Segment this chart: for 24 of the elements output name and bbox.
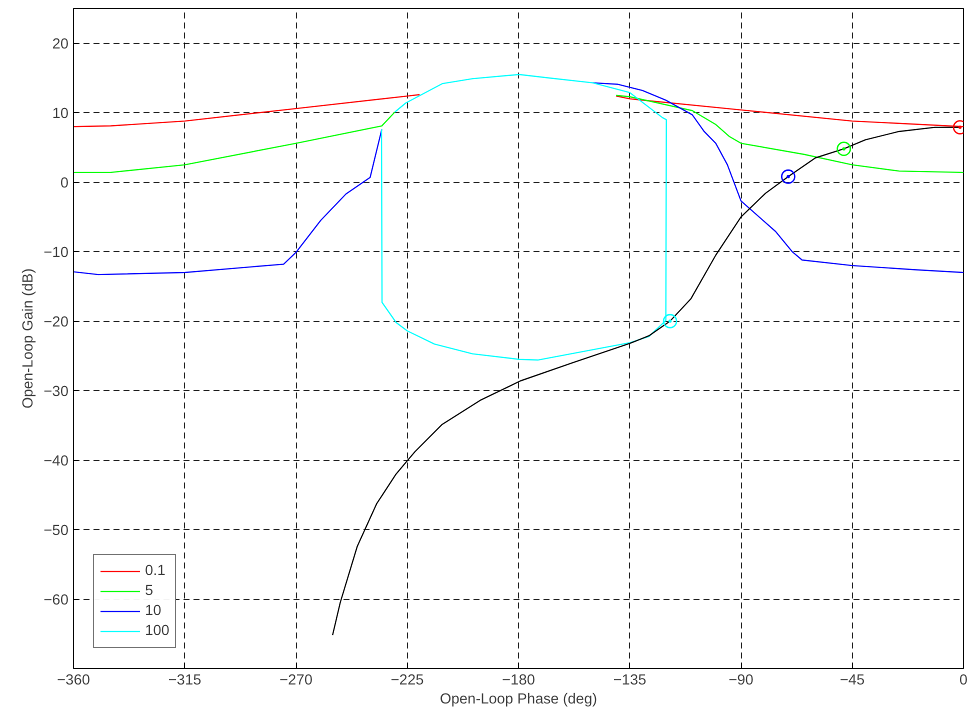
legend-label: 5	[145, 583, 154, 599]
y-tick-label: 10	[52, 106, 69, 122]
x-tick-label: −135	[613, 672, 646, 688]
y-tick-label: −50	[44, 523, 69, 540]
x-tick-label: −45	[840, 672, 865, 688]
y-tick-label: −60	[44, 592, 69, 609]
y-tick-label: −10	[44, 245, 69, 262]
x-tick-label: −225	[390, 672, 424, 688]
legend-label: 0.1	[145, 563, 166, 579]
y-tick-label: 0	[60, 176, 69, 192]
x-tick-label: −315	[168, 672, 202, 688]
y-tick-label: −30	[44, 384, 69, 400]
y-tick-label: 20	[52, 36, 69, 53]
x-tick-label: −90	[728, 672, 754, 688]
legend-label: 10	[145, 603, 162, 619]
x-axis-title: Open-Loop Phase (deg)	[440, 692, 598, 708]
x-tick-label: −360	[56, 672, 90, 688]
legend-label: 100	[145, 623, 170, 639]
y-tick-label: −20	[44, 314, 69, 331]
x-tick-label: −270	[279, 672, 313, 688]
x-tick-label: 0	[959, 672, 968, 688]
y-axis-title: Open-Loop Gain (dB)	[20, 268, 37, 409]
y-tick-label: −40	[44, 454, 69, 470]
x-tick-label: −180	[502, 672, 536, 688]
